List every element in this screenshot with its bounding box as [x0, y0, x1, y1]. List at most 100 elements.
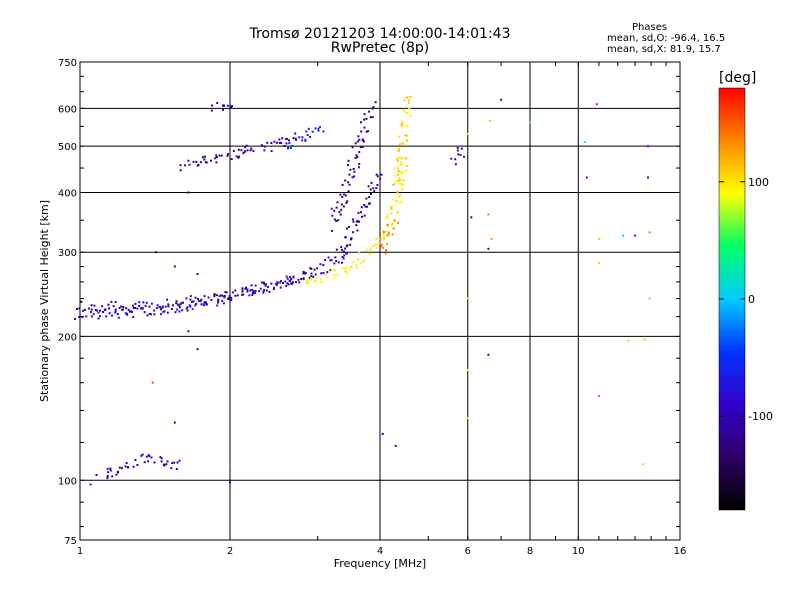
data-point	[365, 117, 368, 120]
data-point	[278, 141, 281, 144]
data-point	[80, 300, 83, 303]
data-point	[347, 181, 350, 184]
data-point	[343, 254, 346, 257]
data-point	[151, 381, 154, 384]
data-point	[306, 134, 309, 136]
data-point	[333, 273, 336, 276]
data-point	[338, 210, 341, 213]
data-point	[356, 156, 359, 159]
data-point	[279, 281, 282, 284]
data-point	[292, 281, 294, 284]
data-point	[301, 136, 304, 139]
data-point	[380, 244, 383, 247]
data-point	[406, 125, 409, 128]
data-point	[398, 195, 401, 198]
data-point	[324, 273, 327, 276]
data-point	[217, 301, 219, 304]
data-point	[215, 156, 218, 159]
data-point	[82, 309, 85, 312]
data-point	[385, 249, 388, 252]
data-point	[647, 176, 649, 179]
data-point	[145, 455, 148, 458]
data-point	[305, 281, 308, 284]
data-point	[402, 183, 405, 186]
data-point	[97, 317, 100, 320]
data-point	[460, 147, 463, 150]
data-point	[393, 167, 396, 170]
data-point	[342, 205, 345, 208]
data-point	[399, 179, 402, 182]
phases-o-stats: mean, sd,O: -96.4, 16.5	[607, 33, 726, 44]
data-point	[234, 294, 237, 297]
data-point	[368, 252, 371, 255]
data-point	[363, 113, 366, 116]
data-point	[378, 241, 381, 244]
data-point	[253, 291, 256, 294]
data-point	[263, 149, 266, 152]
data-point	[141, 307, 144, 310]
data-point	[369, 249, 371, 251]
data-point	[357, 258, 360, 261]
data-point	[397, 170, 400, 173]
data-point	[278, 138, 281, 141]
data-point	[111, 314, 113, 317]
data-point	[93, 304, 96, 307]
data-point	[363, 204, 366, 206]
data-point	[311, 130, 314, 133]
data-point	[386, 213, 389, 216]
data-point	[246, 290, 249, 293]
data-point	[114, 309, 117, 312]
data-point	[341, 261, 343, 264]
data-point	[384, 252, 387, 255]
data-point	[374, 101, 377, 104]
data-point	[189, 298, 192, 301]
data-point	[648, 231, 651, 234]
data-point	[270, 282, 273, 285]
data-point	[379, 237, 382, 240]
data-point	[386, 225, 389, 227]
data-point	[192, 160, 195, 163]
data-point	[340, 246, 343, 248]
data-point	[399, 155, 402, 158]
data-point	[236, 294, 239, 297]
data-point	[395, 179, 398, 182]
data-point	[245, 286, 248, 289]
data-point	[368, 202, 371, 205]
data-point	[396, 159, 399, 162]
data-point	[343, 267, 346, 270]
data-point	[234, 289, 237, 292]
data-point	[335, 206, 338, 209]
data-point	[146, 314, 149, 317]
data-point	[153, 309, 156, 312]
data-point	[459, 154, 462, 156]
data-point	[372, 245, 375, 248]
data-point	[345, 267, 347, 270]
data-point	[196, 348, 199, 351]
data-point	[364, 205, 367, 208]
colorbar-tick-label: 0	[748, 293, 755, 306]
data-point	[114, 301, 117, 303]
data-point	[344, 247, 347, 250]
data-point	[122, 306, 125, 308]
data-point	[126, 313, 129, 316]
data-point	[132, 304, 134, 307]
data-point	[118, 466, 121, 469]
data-point	[148, 312, 151, 315]
data-point	[457, 153, 460, 156]
y-tick-label: 750	[58, 58, 77, 69]
data-point	[396, 190, 399, 193]
data-point	[341, 256, 344, 258]
data-point	[454, 158, 457, 161]
data-point	[184, 164, 186, 167]
data-point	[374, 243, 377, 246]
data-point	[386, 242, 389, 245]
data-point	[347, 164, 350, 167]
data-point	[244, 146, 247, 149]
data-point	[642, 463, 645, 466]
data-point	[178, 459, 181, 462]
data-point	[99, 309, 101, 312]
data-point	[381, 433, 384, 435]
colorbar-tick-label: 100	[748, 176, 769, 189]
data-point	[405, 165, 408, 167]
data-point	[185, 307, 188, 310]
